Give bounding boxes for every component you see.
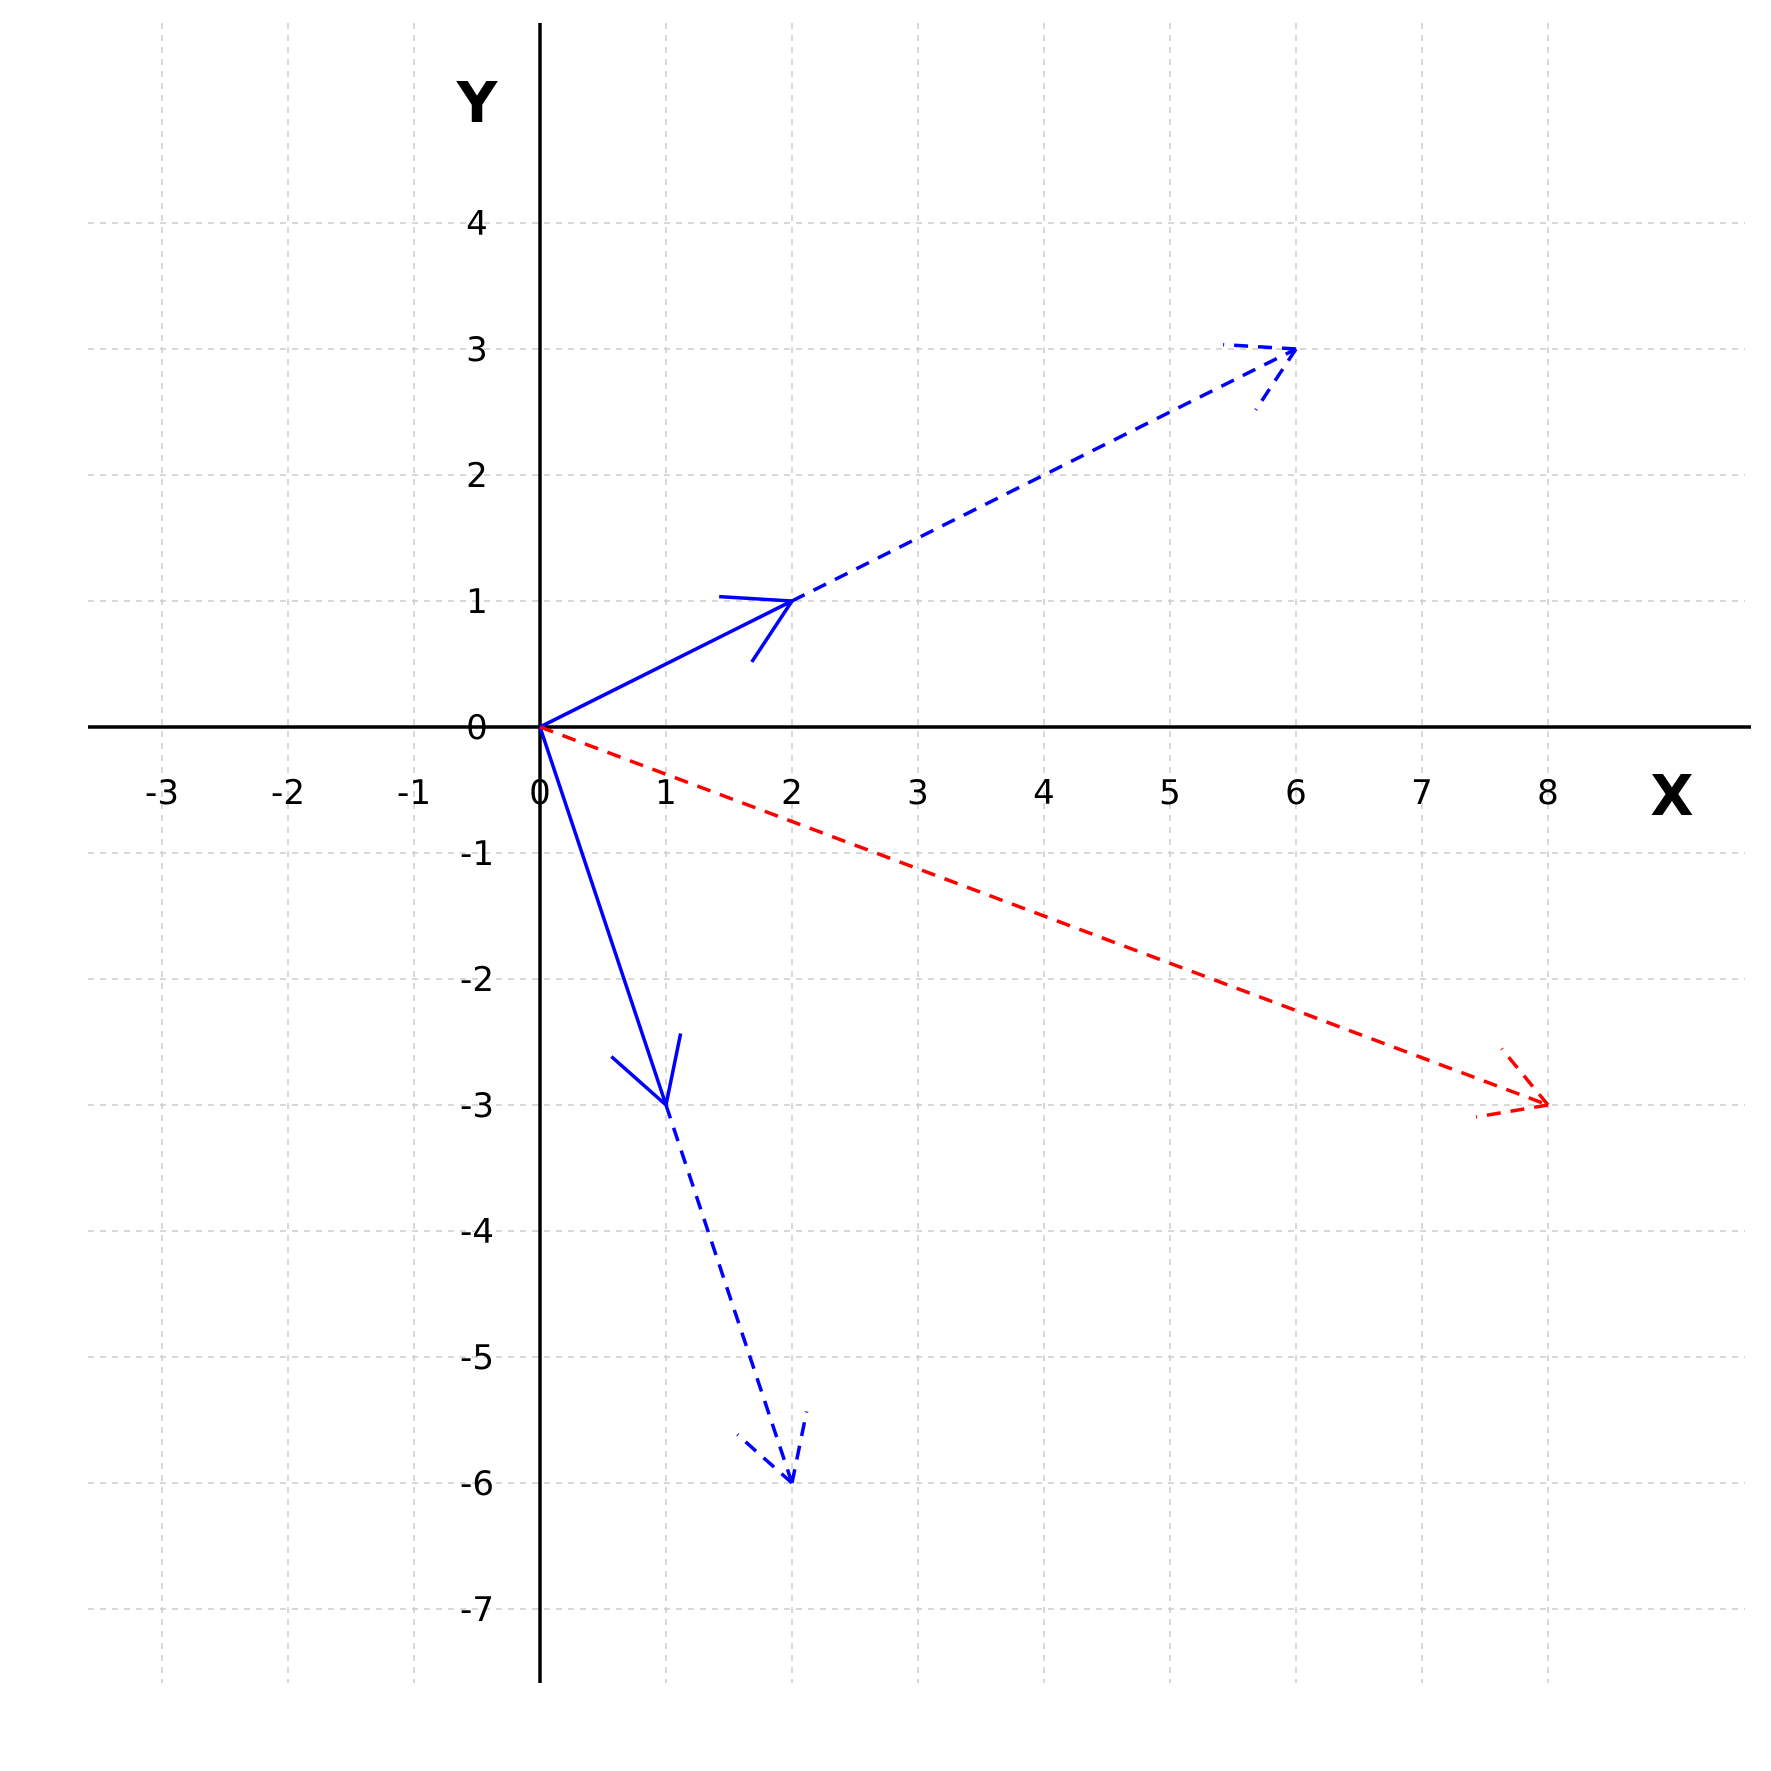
- vector-arrow: [664, 1104, 809, 1485]
- x-tick-label: 3: [907, 773, 929, 813]
- x-tick-label: 0: [529, 773, 551, 813]
- vector-shaft: [791, 347, 1297, 603]
- y-axis-label: Y: [456, 71, 499, 136]
- x-tick-label: 2: [781, 773, 803, 813]
- vector-arrowhead: [664, 1033, 683, 1106]
- y-tick-label: 4: [466, 204, 488, 244]
- vector-arrowhead: [719, 594, 793, 603]
- y-tick-label: 0: [466, 708, 488, 748]
- vector-shaft: [664, 1104, 794, 1484]
- x-tick-label: 5: [1159, 773, 1181, 813]
- vector-arrow: [538, 726, 683, 1107]
- axes: [88, 23, 1751, 1683]
- x-tick-label: -2: [271, 773, 305, 813]
- y-tick-label: -1: [460, 834, 494, 874]
- x-axis-label: X: [1650, 764, 1693, 829]
- x-tick-label: 8: [1537, 773, 1559, 813]
- x-tick-label: 4: [1033, 773, 1055, 813]
- vector-arrowhead: [610, 1055, 668, 1107]
- vector-shaft: [539, 725, 1549, 1107]
- y-tick-label: 2: [466, 456, 488, 496]
- y-tick-label: -6: [460, 1464, 494, 1504]
- vector-shaft: [538, 726, 668, 1106]
- tick-labels: -3 -2 -1 0 1 2 3 4 5 6 7 8 4 3 2 1 0 -1 -2 -3 -4 -5 -6 -7: [145, 204, 1559, 1630]
- y-tick-label: 1: [466, 582, 488, 622]
- vector-arrowhead: [1223, 342, 1297, 351]
- x-tick-label: -3: [145, 773, 179, 813]
- vector-shaft: [539, 599, 793, 729]
- vector-arrow: [539, 594, 794, 729]
- y-tick-label: -3: [460, 1086, 494, 1126]
- y-tick-label: 3: [466, 330, 488, 370]
- x-tick-label: 7: [1411, 773, 1433, 813]
- y-tick-label: -4: [460, 1212, 494, 1252]
- y-tick-label: -2: [460, 960, 494, 1000]
- vector-arrowhead: [790, 1411, 809, 1484]
- vector-arrow: [791, 342, 1298, 603]
- y-tick-label: -7: [460, 1590, 494, 1630]
- grid: [88, 23, 1745, 1683]
- x-tick-label: 6: [1285, 773, 1307, 813]
- vectors: [538, 342, 1550, 1485]
- y-tick-label: -5: [460, 1338, 494, 1378]
- x-tick-label: -1: [397, 773, 431, 813]
- vector-arrowhead: [736, 1433, 794, 1485]
- vector-arrow: [539, 725, 1550, 1119]
- vector-arrowhead: [1500, 1047, 1550, 1107]
- vector-arrowhead: [1254, 348, 1298, 411]
- x-tick-label: 1: [655, 773, 677, 813]
- vector-arrowhead: [1475, 1103, 1549, 1119]
- vector-arrowhead: [750, 600, 794, 663]
